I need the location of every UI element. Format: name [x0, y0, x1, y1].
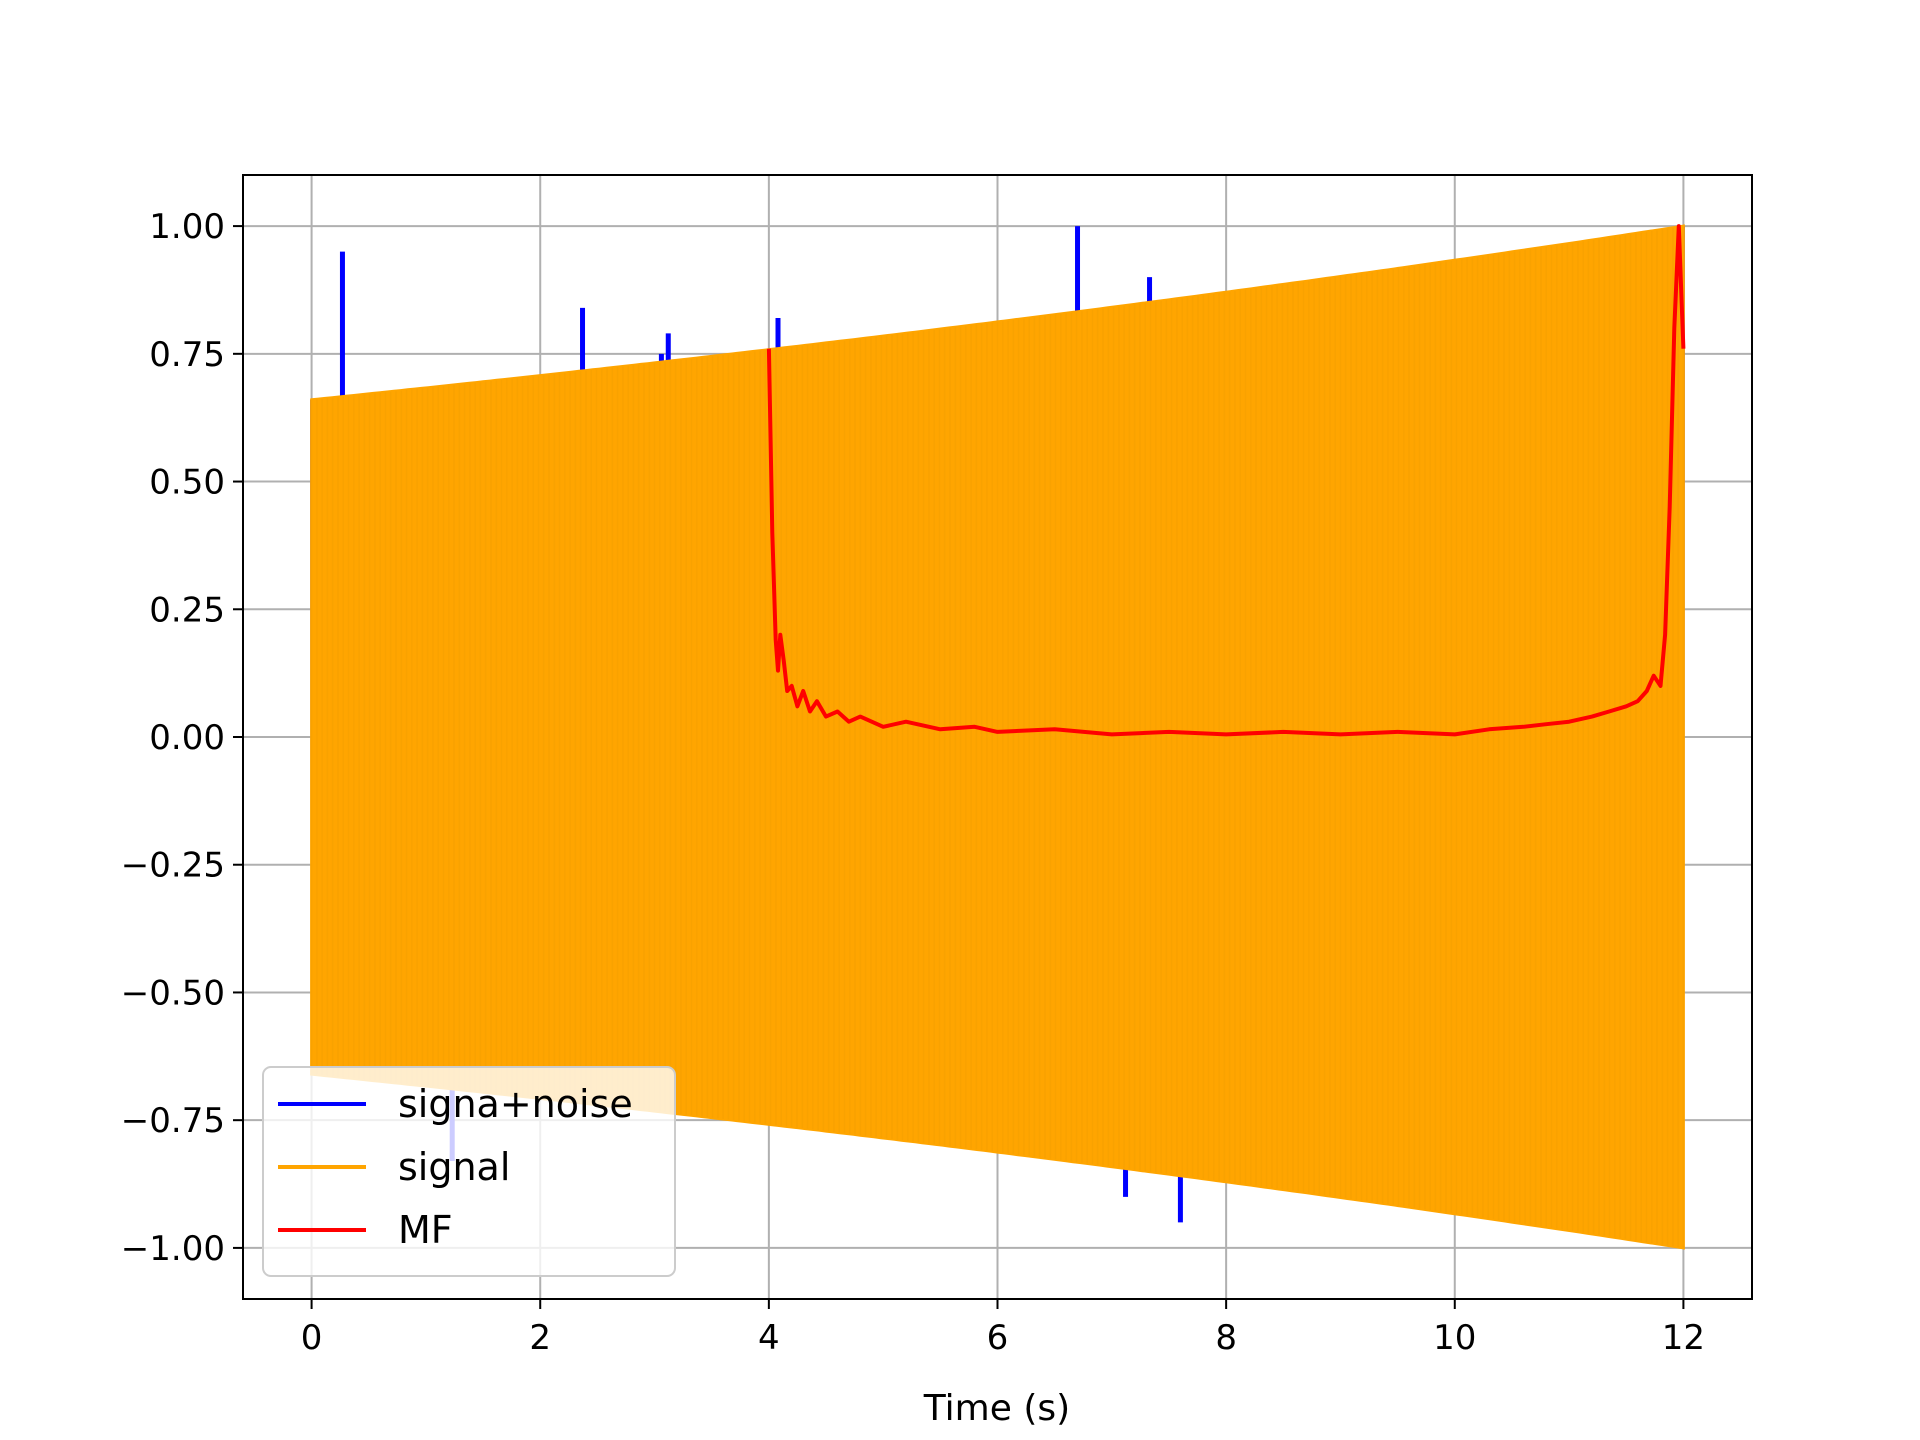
- x-tick-label: 2: [529, 1318, 551, 1358]
- x-tick-label: 10: [1433, 1318, 1476, 1358]
- y-tick-label: 1.00: [149, 207, 225, 247]
- legend-label: signa+noise: [398, 1082, 633, 1126]
- y-tick-label: 0.75: [149, 335, 225, 375]
- series-mf-line: [766, 224, 1686, 737]
- y-tick-label: −1.00: [121, 1229, 225, 1269]
- y-tick-label: −0.50: [121, 973, 225, 1013]
- x-tick-label: 8: [1215, 1318, 1237, 1358]
- y-tick-label: 0.25: [149, 590, 225, 630]
- legend: signa+noise signal MF: [262, 1066, 676, 1277]
- x-tick-label: 0: [301, 1318, 323, 1358]
- y-tick-label: 0.50: [149, 463, 225, 503]
- x-tick-label: 6: [987, 1318, 1009, 1358]
- x-tick-label: 4: [758, 1318, 780, 1358]
- y-tick-label: −0.75: [121, 1101, 225, 1141]
- legend-box: [262, 1066, 676, 1277]
- y-tick-label: −0.25: [121, 846, 225, 886]
- legend-label: signal: [398, 1145, 510, 1189]
- x-axis-label: Time (s): [923, 1388, 1070, 1429]
- tick-layer: 0 2 4 6 8 10 12 1.00 0.75 0.50 0.25 0.00 −0.25 −0.50 −…: [121, 207, 1705, 1358]
- series-signal-oscillation: [310, 226, 1685, 1248]
- x-tick-label: 12: [1662, 1318, 1705, 1358]
- y-tick-label: 0.00: [149, 718, 225, 758]
- legend-label: MF: [398, 1208, 453, 1252]
